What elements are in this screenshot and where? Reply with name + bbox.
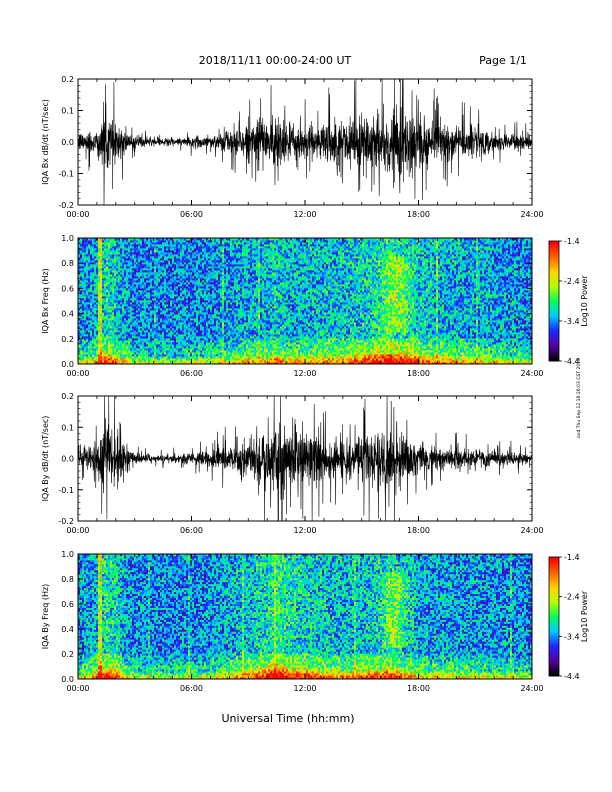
x-tick-label: 18:00 [407,210,430,219]
x-tick-label: 12:00 [293,210,316,219]
spectrogram-cells [78,238,532,364]
y-tick-label: 0.0 [61,138,74,147]
x-tick-label: 24:00 [520,210,543,219]
y-tick-label: -0.2 [58,201,74,210]
y-tick-label: 0.2 [61,75,74,84]
y-axis-label: IQA Bx dB/dt (nT/sec) [41,99,50,185]
y-tick-label: 0.1 [61,107,74,116]
signal-trace [78,79,532,205]
y-tick-label: -0.1 [58,170,74,179]
x-axis-label: Universal Time (hh:mm) [222,712,355,725]
figure-title: 2018/11/11 00:00-24:00 UT [199,54,352,67]
panels: 00:00 06:00 12:00 18:00 24:00 -0.2 -0.1 0.0 0.1 0… [41,75,589,693]
side-note: ovd Thu Sep 12 18:26:03 CST 2019 [576,358,582,438]
x-tick-label: 00:00 [66,210,89,219]
page-number: Page 1/1 [479,54,527,67]
figure: 2018/11/11 00:00-24:00 UT Page 1/1 Unive… [0,0,612,792]
x-tick-label: 06:00 [180,210,203,219]
